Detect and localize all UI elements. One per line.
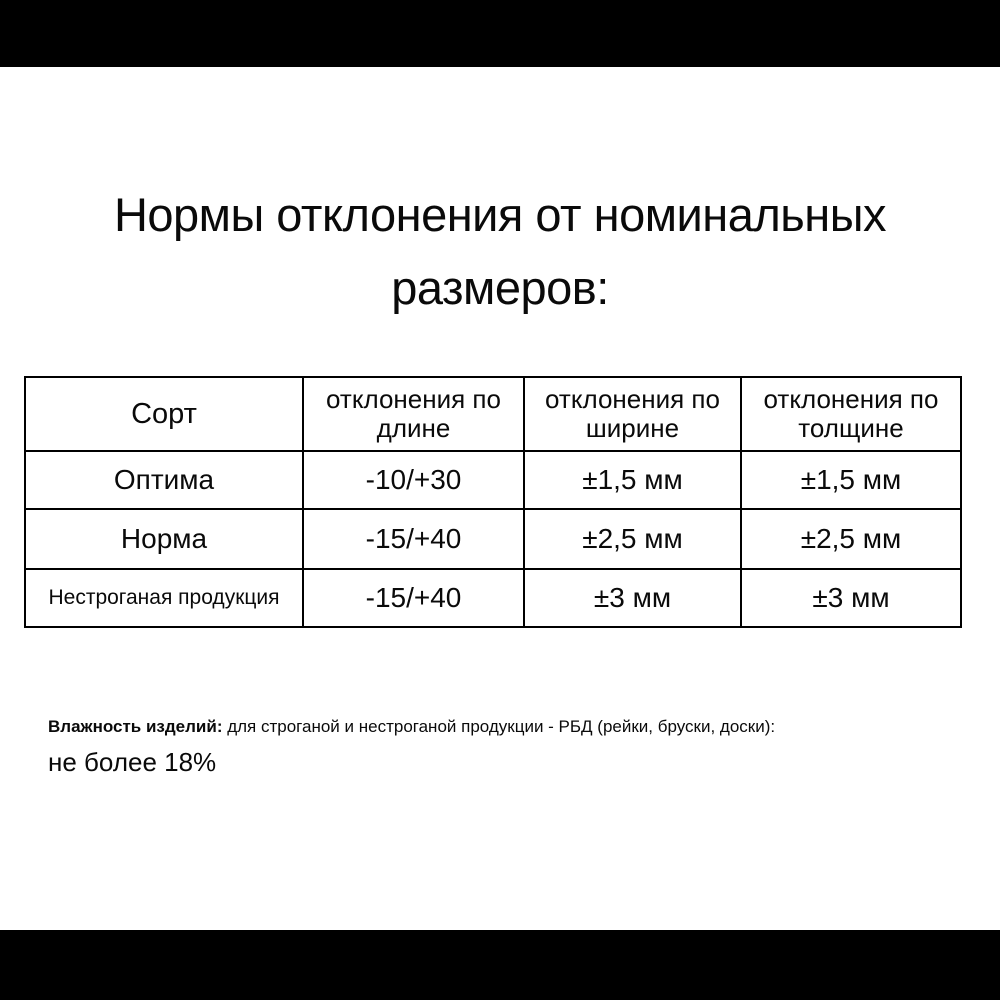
table-cell-grade: Норма [24, 508, 304, 570]
table-header-row: Сорт отклонения по длине отклонения по ш… [24, 376, 962, 452]
humidity-note-line1: Влажность изделий: для строганой и нестр… [48, 714, 928, 740]
table-cell-grade: Нестроганая продукция [24, 568, 304, 628]
deviation-norms-table: Сорт отклонения по длине отклонения по ш… [24, 376, 962, 628]
table-cell-grade: Оптима [24, 450, 304, 510]
header-cell-thickness-deviation: отклонения по толщине [740, 376, 962, 452]
page-title-line2: размеров: [391, 261, 609, 315]
page-title: Нормы отклонения от номинальных размеров… [0, 178, 1000, 324]
table-cell-width: ±2,5 мм [523, 508, 742, 570]
header-cell-grade: Сорт [24, 376, 304, 452]
table-row: Норма -15/+40 ±2,5 мм ±2,5 мм [24, 508, 962, 570]
humidity-note-line2: не более 18% [48, 747, 217, 777]
table-cell-length: -15/+40 [302, 568, 525, 628]
table-row: Оптима -10/+30 ±1,5 мм ±1,5 мм [24, 450, 962, 510]
table-cell-width: ±3 мм [523, 568, 742, 628]
humidity-note: Влажность изделий: для строганой и нестр… [48, 714, 928, 780]
bottom-letterbox-bar [0, 930, 1000, 1000]
top-letterbox-bar [0, 0, 1000, 67]
header-cell-width-deviation: отклонения по ширине [523, 376, 742, 452]
table-cell-thickness: ±1,5 мм [740, 450, 962, 510]
header-cell-length-deviation: отклонения по длине [302, 376, 525, 452]
table-cell-length: -15/+40 [302, 508, 525, 570]
table-cell-length: -10/+30 [302, 450, 525, 510]
page-title-line1: Нормы отклонения от номинальных [113, 188, 887, 242]
table-cell-thickness: ±3 мм [740, 568, 962, 628]
humidity-note-label: Влажность изделий: [48, 717, 223, 736]
table-cell-thickness: ±2,5 мм [740, 508, 962, 570]
table-cell-width: ±1,5 мм [523, 450, 742, 510]
humidity-note-text: для строганой и нестроганой продукции - … [222, 717, 776, 736]
table-row: Нестроганая продукция -15/+40 ±3 мм ±3 м… [24, 568, 962, 628]
